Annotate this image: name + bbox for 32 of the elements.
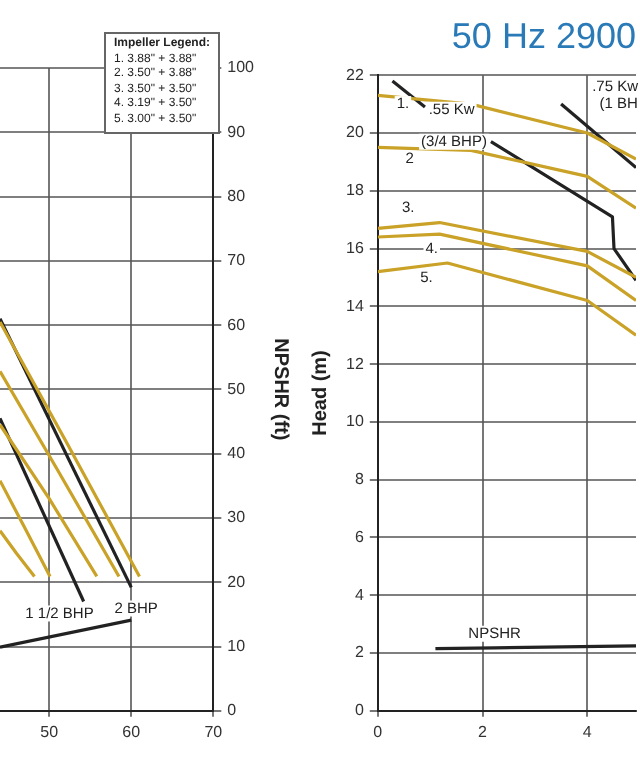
y-tick-label: 16 [345, 238, 365, 257]
x-tick-label: 50 [40, 722, 60, 741]
y-tick-label: 40 [227, 444, 247, 463]
y-tick-label: 10 [345, 412, 365, 431]
x-tick-label: 4 [582, 722, 593, 741]
y-tick-label: 90 [227, 122, 247, 141]
y-tick-label: 6 [354, 527, 365, 546]
y-tick-label: 18 [345, 181, 365, 200]
y-tick-label: 2 [354, 643, 365, 662]
y-tick-label: 70 [227, 251, 247, 270]
chart-title: 50 Hz 2900 [451, 15, 636, 56]
y-tick-label: 0 [227, 701, 238, 720]
y-tick-label: 20 [227, 572, 247, 591]
x-tick-label: 70 [204, 722, 224, 741]
x-tick-label: 0 [373, 722, 384, 741]
y-axis-title: NPSHR (ft) [268, 338, 291, 441]
y-tick-label: 8 [354, 470, 365, 489]
x-tick-label: 2 [478, 722, 489, 741]
y-tick-label: 60 [227, 315, 247, 334]
y-tick-label: 100 [227, 58, 256, 77]
x-tick-label: 60 [122, 722, 142, 741]
y-tick-label: 14 [345, 296, 365, 315]
y-tick-label: 4 [354, 585, 365, 604]
y-tick-label: 22 [345, 65, 365, 84]
y-tick-label: 80 [227, 186, 247, 205]
y-tick-label: 10 [227, 636, 247, 655]
y-axis-title: Head (m) [309, 350, 332, 436]
y-tick-label: 12 [345, 354, 365, 373]
y-tick-label: 0 [354, 701, 365, 720]
y-tick-label: 50 [227, 379, 247, 398]
y-tick-label: 30 [227, 508, 247, 527]
y-tick-label: 20 [345, 123, 365, 142]
